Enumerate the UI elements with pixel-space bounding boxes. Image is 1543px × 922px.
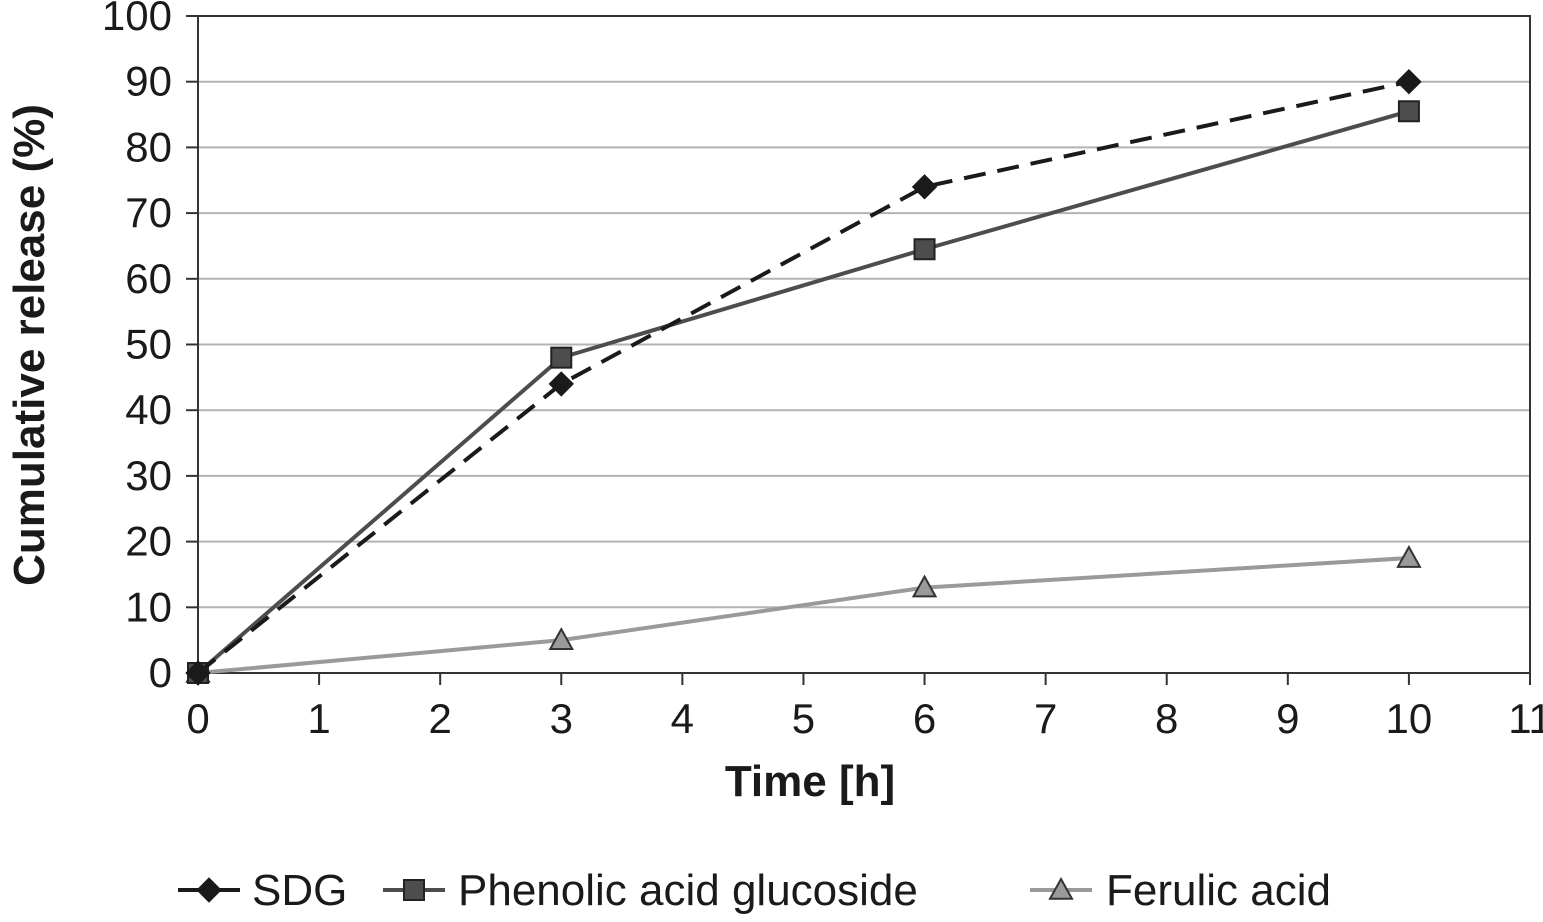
x-tick-label: 9 [1276, 695, 1299, 742]
x-tick-label: 8 [1155, 695, 1178, 742]
gridlines [198, 80, 1530, 609]
data-point [913, 238, 936, 261]
x-tick-label: 3 [550, 695, 573, 742]
y-tick-label: 60 [125, 255, 172, 302]
legend-label: SDG [252, 866, 347, 915]
data-series [185, 68, 1422, 686]
x-tick-label: 11 [1508, 695, 1543, 742]
y-axis-title: Cumulative release (%) [5, 104, 54, 586]
y-tick-label: 100 [102, 0, 172, 39]
legend-label: Phenolic acid glucoside [458, 866, 918, 915]
series-line [196, 79, 1410, 675]
legend-item-2: Ferulic acid [1030, 866, 1331, 915]
legend-marker [196, 877, 222, 903]
data-point [550, 346, 573, 369]
y-tick-label: 10 [125, 583, 172, 630]
x-tick-label: 1 [307, 695, 330, 742]
y-tick-label: 80 [125, 123, 172, 170]
y-tick-label: 0 [149, 649, 172, 696]
x-tick-label: 4 [671, 695, 694, 742]
legend-marker [403, 879, 425, 901]
data-point [548, 371, 574, 397]
series-0 [185, 68, 1422, 686]
legend-marker [1048, 876, 1074, 900]
y-tick-label: 90 [125, 58, 172, 105]
data-point [1397, 100, 1420, 123]
x-axis-title: Time [h] [725, 757, 895, 806]
x-tick-label: 2 [429, 695, 452, 742]
y-tick-label: 40 [125, 386, 172, 433]
x-tick-label: 0 [186, 695, 209, 742]
legend-item-1: Phenolic acid glucoside [383, 866, 918, 915]
y-tick-label: 50 [125, 321, 172, 368]
data-point [911, 174, 938, 200]
series-line [197, 556, 1410, 675]
y-tick-label: 70 [125, 189, 172, 236]
legend-item-0: SDG [178, 866, 347, 915]
x-tick-label: 7 [1034, 695, 1057, 742]
y-tick-label: 30 [125, 452, 172, 499]
data-point [1396, 544, 1422, 568]
legend-label: Ferulic acid [1106, 866, 1331, 915]
y-tick-label: 20 [125, 518, 172, 565]
series-2 [185, 544, 1422, 683]
legend: SDG Phenolic acid glucoside Ferulic acid [178, 866, 1331, 915]
data-point [185, 660, 211, 686]
y-axis-ticks: 0 10 20 30 40 50 60 70 80 90 100 [102, 0, 198, 696]
x-tick-label: 6 [913, 695, 936, 742]
data-point [548, 627, 574, 650]
data-point [911, 574, 938, 598]
x-axis-ticks: 0 1 2 3 4 5 6 7 8 9 10 11 [186, 673, 1543, 742]
data-point [1396, 68, 1422, 95]
series-1 [187, 100, 1420, 684]
x-tick-label: 5 [792, 695, 815, 742]
series-line [196, 109, 1410, 675]
x-tick-label: 10 [1386, 695, 1433, 742]
